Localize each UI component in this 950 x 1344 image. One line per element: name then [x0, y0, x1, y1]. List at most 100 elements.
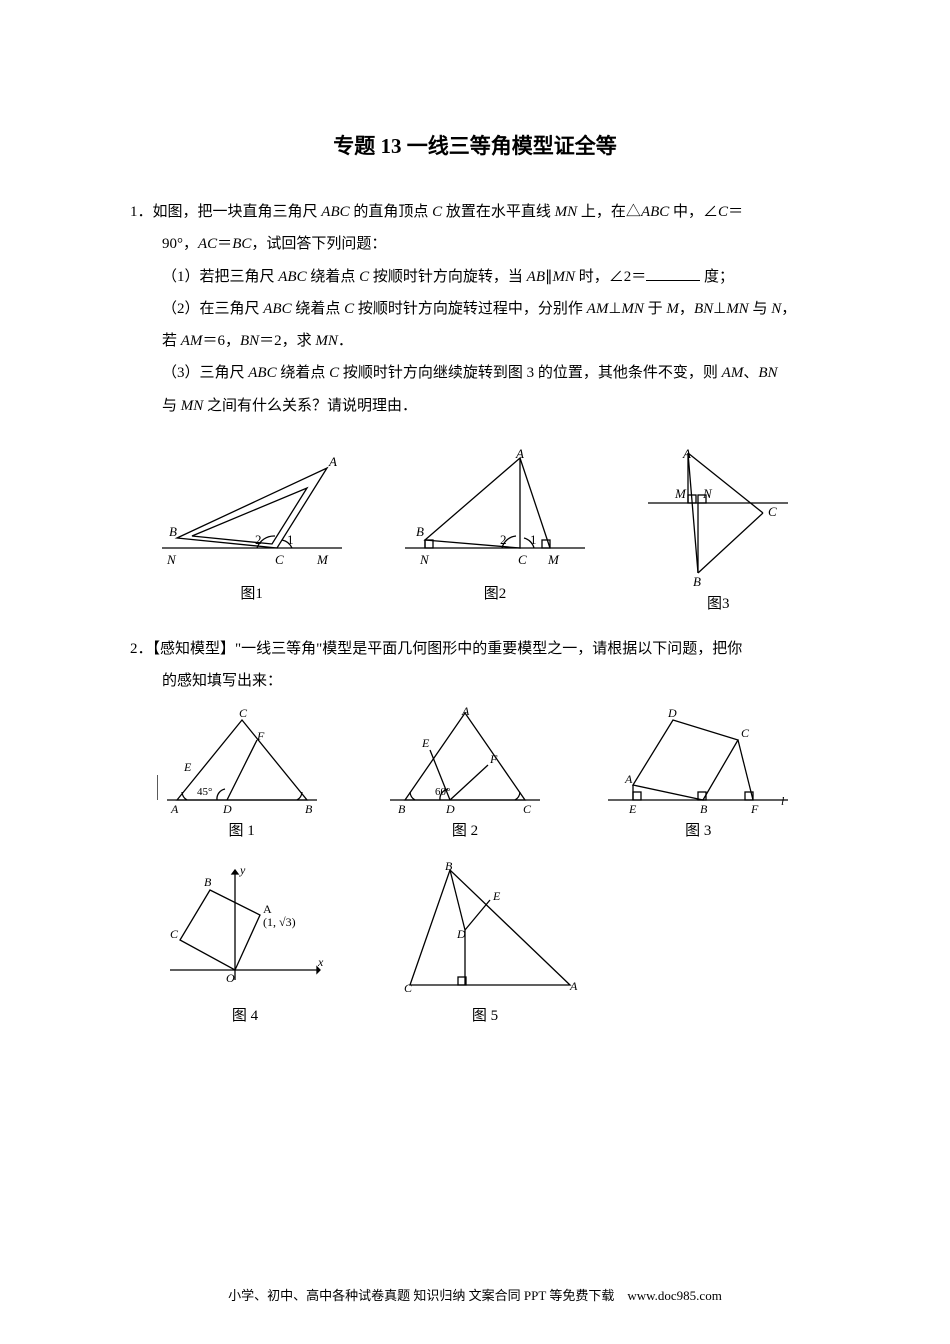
lbl: C — [741, 726, 750, 740]
p2f1-label: 图 1 — [157, 819, 327, 840]
lbl: D — [667, 706, 677, 720]
lbl: A — [263, 902, 272, 916]
p2-fig5: A B C D E — [390, 860, 580, 1000]
t: 的感知填写出来： — [162, 673, 282, 689]
c: C — [432, 204, 442, 220]
t: ＝6， — [202, 333, 240, 349]
p2-num: 2． — [130, 641, 153, 657]
t: 放置在水平直线 — [442, 204, 555, 220]
lbl: F — [489, 752, 498, 766]
t: ， — [781, 301, 796, 317]
perp: ⊥ — [713, 301, 726, 317]
lbl-2: 2 — [255, 532, 262, 547]
problem-1: 1．如图，把一块直角三角尺 ABC 的直角顶点 C 放置在水平直线 MN 上，在… — [130, 196, 820, 422]
mn: MN — [552, 269, 575, 285]
lbl: C — [170, 927, 179, 941]
lbl-M: M — [316, 552, 329, 567]
lbl: B — [305, 802, 313, 815]
t: 绕着点 — [277, 365, 330, 381]
t: 按顺时针方向旋转过程中，分别作 — [354, 301, 587, 317]
c: C — [718, 204, 728, 220]
t: 按顺时针方向继续旋转到图 3 的位置，其他条件不变，则 — [339, 365, 722, 381]
lbl-N: N — [166, 552, 177, 567]
bn: BN — [694, 301, 713, 317]
p2f2-label: 图 2 — [380, 819, 550, 840]
problem-2: 2．【感知模型】"一线三等角"模型是平面几何图形中的重要模型之一，请根据以下问题… — [130, 633, 820, 698]
lbl-2: 2 — [500, 532, 507, 547]
c: C — [329, 365, 339, 381]
bn: BN — [240, 333, 259, 349]
abc: ABC — [248, 365, 276, 381]
perp: ⊥ — [608, 301, 621, 317]
p2-fig4: y x O B C A (1, √3) — [160, 860, 330, 1000]
figure-row-3: y x O B C A (1, √3) 图 4 — [160, 860, 820, 1025]
lbl: C — [239, 706, 248, 720]
p2f5-label: 图 5 — [390, 1004, 580, 1025]
p2f4-label: 图 4 — [160, 1004, 330, 1025]
t: ． — [338, 333, 353, 349]
abc: ABC — [278, 269, 306, 285]
fig-1-svg: A B C N M 2 1 — [157, 448, 347, 578]
lbl-M: M — [547, 552, 560, 567]
lbl: l — [781, 794, 785, 808]
c: C — [359, 269, 369, 285]
fig-3-svg: A B C M N — [643, 448, 793, 588]
fig3-label: 图3 — [643, 592, 793, 613]
lbl: E — [421, 736, 430, 750]
lbl-A: A — [328, 454, 337, 469]
t: ＝ — [728, 204, 743, 220]
mn: MN — [726, 301, 749, 317]
abc: ABC — [263, 301, 291, 317]
lbl-B: B — [169, 524, 177, 539]
lbl: A — [461, 705, 470, 718]
t: 度； — [700, 269, 734, 285]
lbl: E — [183, 760, 192, 774]
mn: MN — [315, 333, 338, 349]
t: （2）在三角尺 — [162, 301, 263, 317]
t: 之间有什么关系？请说明理由． — [203, 398, 417, 414]
lbl-A: A — [515, 448, 524, 461]
lbl: (1, √3) — [263, 915, 296, 929]
abc: ABC — [641, 204, 669, 220]
page-footer: 小学、初中、高中各种试卷真题 知识归纳 文案合同 PPT 等免费下载 www.d… — [0, 1285, 950, 1304]
mn: MN — [555, 204, 578, 220]
lbl-N: N — [419, 552, 430, 567]
lbl-C: C — [768, 504, 777, 519]
c: ， — [679, 301, 694, 317]
lbl: D — [222, 802, 232, 815]
t: ＝2，求 — [259, 333, 315, 349]
lbl-1: 1 — [287, 532, 294, 547]
mn: MN — [181, 398, 204, 414]
lbl-N: N — [702, 486, 713, 501]
lbl: B — [700, 802, 708, 815]
t: 绕着点 — [292, 301, 345, 317]
p2-fig3: A B C D E F l — [603, 705, 793, 815]
t: 上，在△ — [577, 204, 641, 220]
abc: ABC — [321, 204, 349, 220]
lbl: B — [204, 875, 212, 889]
m: M — [666, 301, 679, 317]
p2f3-label: 图 3 — [603, 819, 793, 840]
ac: AC — [198, 236, 217, 252]
am: AM — [587, 301, 609, 317]
fig-2-svg: A B C N M 2 1 — [400, 448, 590, 578]
t: 时，∠2＝ — [575, 269, 646, 285]
lbl: A — [624, 772, 633, 786]
p2-fig1: A B C D E F 45° — [157, 705, 327, 815]
lbl-1: 1 — [530, 532, 537, 547]
eq: ＝ — [217, 236, 232, 252]
lbl: D — [456, 927, 466, 941]
lbl-B: B — [693, 574, 701, 588]
t: 、 — [743, 365, 758, 381]
deg: 90°， — [162, 236, 198, 252]
t: 按顺时针方向旋转，当 — [369, 269, 527, 285]
lbl: E — [628, 802, 637, 815]
lbl: D — [445, 802, 455, 815]
lbl: B — [445, 860, 453, 873]
lbl: F — [256, 729, 265, 743]
lbl: x — [317, 955, 324, 969]
fig1-label: 图1 — [157, 582, 347, 603]
ab: AB — [527, 269, 545, 285]
lbl: C — [523, 802, 532, 815]
t: （3）三角尺 — [162, 365, 248, 381]
